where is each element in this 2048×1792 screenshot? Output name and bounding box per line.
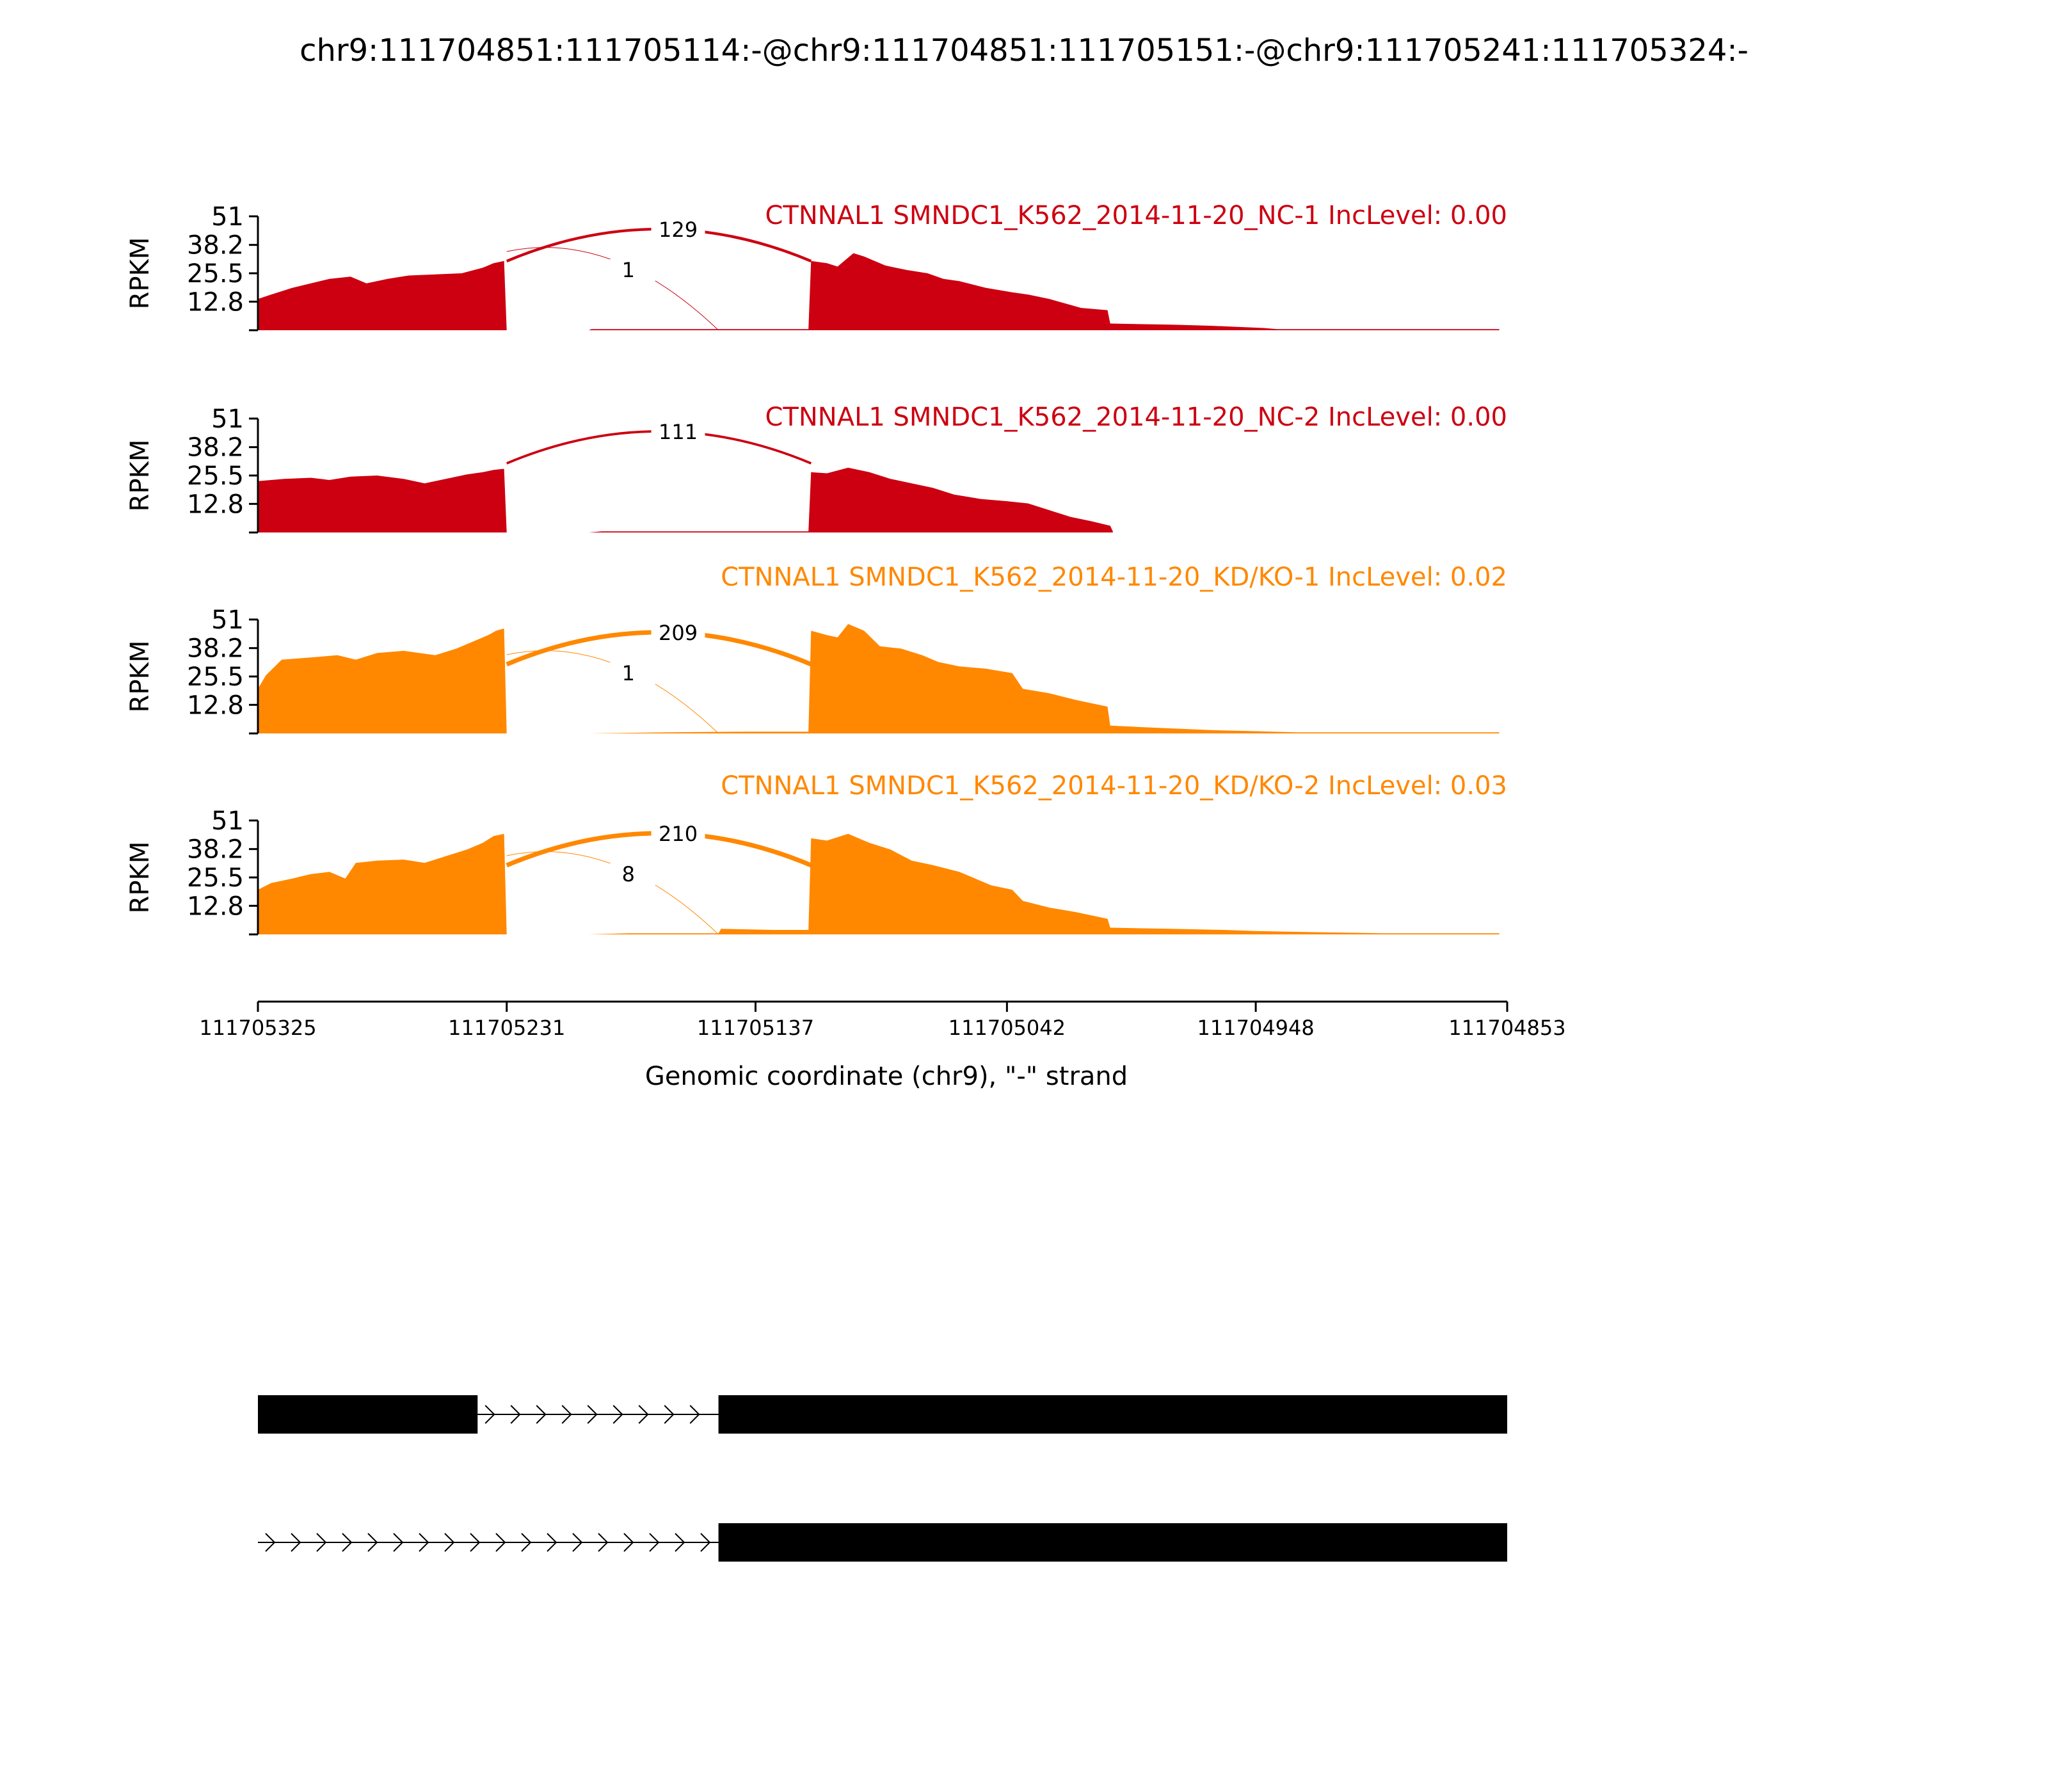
y-tick-label: 38.2 (187, 433, 244, 463)
coverage-area (258, 624, 1500, 733)
junction-label: 8 (622, 862, 635, 886)
junction-label-bg (651, 421, 705, 445)
y-tick-label: 12.8 (187, 490, 244, 519)
x-tick-label: 111705325 (199, 1016, 316, 1040)
strand-arrow (572, 1533, 583, 1552)
panel-title: CTNNAL1 SMNDC1_K562_2014-11-20_KD/KO-2 I… (721, 771, 1507, 801)
panel-title: CTNNAL1 SMNDC1_K562_2014-11-20_NC-1 IncL… (765, 201, 1508, 230)
y-tick-label: 25.5 (187, 259, 244, 289)
strand-arrow (700, 1533, 711, 1552)
y-axis-label: RPKM (125, 842, 155, 914)
y-tick-label: 25.5 (187, 863, 244, 893)
y-axis: 12.825.538.251 RPKM (125, 806, 259, 936)
y-axis-label: RPKM (125, 440, 155, 512)
x-tick-label: 111704948 (1197, 1016, 1315, 1040)
coverage-area (258, 833, 1500, 934)
isoform-2 (258, 1523, 1507, 1562)
junction-label: 1 (622, 258, 635, 282)
figure-title: chr9:111704851:111705114:-@chr9:11170485… (300, 33, 1748, 68)
panel-1: 12.825.538.251 RPKM 129 1 CTNNAL1 SMNDC1_K56… (125, 201, 1508, 332)
strand-arrow (598, 1533, 609, 1552)
y-axis-label: RPKM (125, 237, 155, 310)
x-tick-label: 111704853 (1448, 1016, 1565, 1040)
isoform-1 (258, 1395, 1507, 1434)
strand-arrow (265, 1533, 276, 1552)
strand-arrow (393, 1533, 404, 1552)
panel-title: CTNNAL1 SMNDC1_K562_2014-11-20_NC-2 IncL… (765, 403, 1508, 432)
y-tick-label: 51 (211, 404, 244, 434)
coverage-area (258, 253, 1500, 330)
junction-label-bg (601, 662, 655, 687)
junction-label: 210 (659, 822, 698, 846)
x-tick-label: 111705042 (948, 1016, 1066, 1040)
strand-arrow (419, 1533, 429, 1552)
strand-arrow (638, 1405, 649, 1424)
strand-arrow (342, 1533, 353, 1552)
y-tick-label: 12.8 (187, 287, 244, 317)
strand-arrow (561, 1405, 572, 1424)
strand-arrow (495, 1533, 506, 1552)
y-tick-label: 38.2 (187, 231, 244, 260)
exon-block (718, 1523, 1507, 1562)
strand-arrow (664, 1405, 675, 1424)
x-axis: 111705325 111705231 111705137 111705042 1117… (199, 1000, 1566, 1040)
strand-arrow (367, 1533, 378, 1552)
strand-arrow (444, 1533, 455, 1552)
y-tick-label: 38.2 (187, 835, 244, 865)
y-tick-label: 51 (211, 605, 244, 635)
junction-label: 111 (659, 420, 698, 444)
y-tick-label: 12.8 (187, 892, 244, 921)
junction-label: 129 (659, 218, 698, 242)
isoform-track (258, 1395, 1507, 1562)
y-tick-label: 38.2 (187, 634, 244, 664)
strand-arrow (536, 1405, 547, 1424)
strand-arrow (675, 1533, 685, 1552)
strand-arrow (547, 1533, 557, 1552)
strand-arrow (649, 1533, 660, 1552)
junction-label-bg (651, 823, 705, 847)
strand-arrow (623, 1533, 634, 1552)
strand-arrow (316, 1533, 327, 1552)
junction-label-bg (651, 219, 705, 243)
y-tick-label: 51 (211, 806, 244, 836)
y-tick-label: 25.5 (187, 662, 244, 692)
exon-block (258, 1395, 478, 1434)
coverage-area (258, 467, 1113, 532)
y-axis: 12.825.538.251 RPKM (125, 605, 259, 735)
y-axis: 12.825.538.251 RPKM (125, 202, 259, 332)
junction-label: 209 (659, 621, 698, 645)
junction-label: 1 (622, 661, 635, 685)
x-tick-label: 111705137 (697, 1016, 814, 1040)
y-axis-label: RPKM (125, 641, 155, 713)
x-axis-label: Genomic coordinate (chr9), "-" strand (645, 1062, 1128, 1091)
panel-2: 12.825.538.251 RPKM 111 CTNNAL1 SMNDC1_K562… (125, 403, 1508, 534)
strand-arrow (470, 1533, 481, 1552)
strand-arrow (510, 1405, 521, 1424)
strand-arrow (521, 1533, 532, 1552)
y-tick-label: 12.8 (187, 691, 244, 720)
panel-title: CTNNAL1 SMNDC1_K562_2014-11-20_KD/KO-1 I… (721, 563, 1507, 592)
junction-label-bg (601, 863, 655, 888)
junction-label-bg (651, 622, 705, 646)
x-tick-label: 111705231 (448, 1016, 565, 1040)
y-tick-label: 25.5 (187, 461, 244, 491)
strand-arrow (587, 1405, 598, 1424)
strand-arrow (612, 1405, 623, 1424)
panel-4: 12.825.538.251 RPKM 210 8 CTNNAL1 SMNDC1_K56… (125, 771, 1507, 936)
y-axis: 12.825.538.251 RPKM (125, 404, 259, 534)
strand-arrow (689, 1405, 700, 1424)
junction-label-bg (601, 259, 655, 284)
exon-block (718, 1395, 1507, 1434)
y-tick-label: 51 (211, 202, 244, 232)
strand-arrow (484, 1405, 495, 1424)
panel-3: 12.825.538.251 RPKM 209 1 CTNNAL1 SMNDC1_K56… (125, 563, 1507, 735)
strand-arrow (291, 1533, 301, 1552)
